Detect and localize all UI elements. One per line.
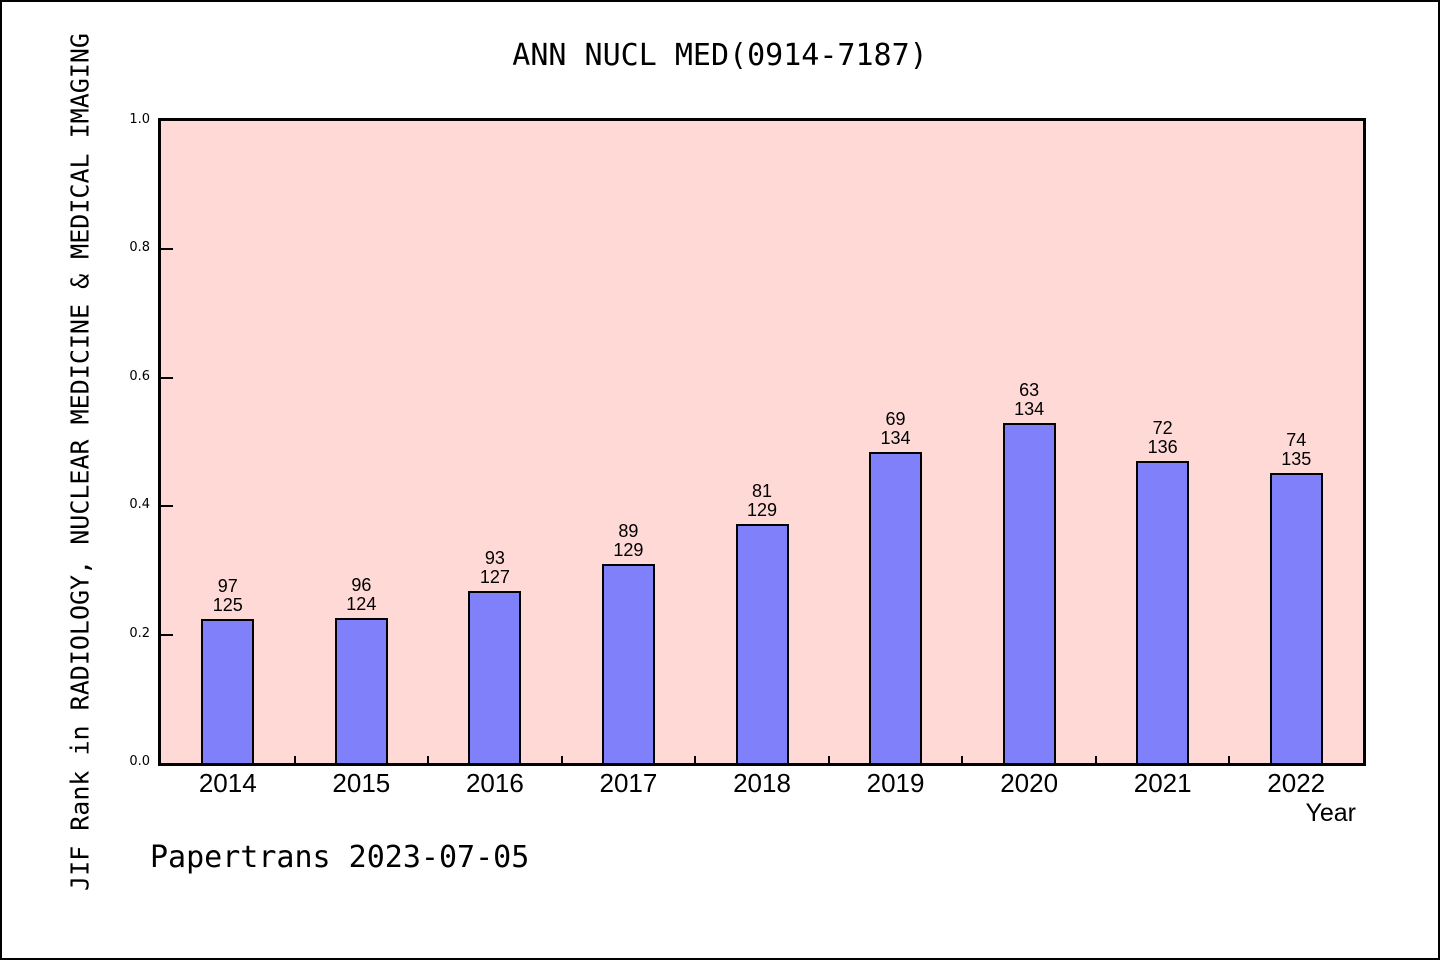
y-tick-mark <box>161 248 173 251</box>
bar-total-value: 125 <box>212 595 243 616</box>
x-tick-mark <box>293 756 296 763</box>
bar-label: 72 136 <box>1113 417 1213 457</box>
y-tick-mark <box>161 633 173 636</box>
bar-label: 69 134 <box>846 408 946 448</box>
bar-total-value: 136 <box>1147 436 1178 457</box>
y-tick-label: 0.0 <box>129 754 150 769</box>
bar <box>601 563 655 763</box>
bar-label: 97 125 <box>178 577 278 615</box>
x-tick-mark <box>560 756 563 763</box>
bar-total-value: 134 <box>1014 398 1045 419</box>
bar-rank-value: 89 <box>618 520 639 541</box>
x-tick-label: 2014 <box>198 768 257 798</box>
x-tick-label: 2017 <box>599 768 658 798</box>
y-tick-mark <box>161 376 173 379</box>
x-tick-mark <box>694 756 697 763</box>
bar <box>334 618 388 763</box>
bar-label: 74 135 <box>1246 429 1346 469</box>
y-axis-label: JIF Rank in RADIOLOGY, NUCLEAR MEDICINE … <box>65 33 95 891</box>
bar-total-value: 134 <box>880 427 911 448</box>
bar-total-value: 129 <box>613 539 644 560</box>
y-tick-label: 0.8 <box>129 240 150 256</box>
x-axis-label: Year <box>1305 799 1356 827</box>
chart-title: ANN NUCL MED(0914-7187) <box>512 38 928 73</box>
y-tick-label: 0.6 <box>129 368 150 384</box>
bar-label: 89 129 <box>578 520 678 560</box>
bar-total-value: 135 <box>1281 448 1312 469</box>
bar <box>1002 422 1056 763</box>
bar-rank-value: 81 <box>751 481 773 502</box>
bar-rank-value: 74 <box>1286 429 1307 450</box>
bar-rank-value: 96 <box>351 575 372 596</box>
x-tick-label: 2020 <box>1000 768 1059 798</box>
x-tick-label: 2021 <box>1133 768 1192 798</box>
bar <box>735 524 789 763</box>
bar-total-value: 127 <box>479 567 510 588</box>
bar <box>869 451 923 763</box>
bar-rank-value: 69 <box>885 408 906 429</box>
y-tick-label: 1.0 <box>129 112 150 127</box>
bar <box>1136 460 1190 763</box>
y-tick-label: 0.2 <box>129 625 150 641</box>
x-tick-mark <box>1094 756 1097 763</box>
bar <box>1269 472 1323 763</box>
bar <box>201 619 255 763</box>
bar-rank-value: 93 <box>484 548 505 569</box>
bar-rank-value: 72 <box>1152 417 1173 438</box>
bar-label: 63 134 <box>979 379 1079 419</box>
x-tick-mark <box>961 756 964 763</box>
x-tick-label: 2018 <box>733 768 791 798</box>
bar <box>468 591 522 763</box>
x-tick-mark <box>827 756 830 763</box>
bar-label: 96 124 <box>311 576 411 614</box>
x-tick-label: 2016 <box>465 768 524 798</box>
x-tick-mark <box>1228 756 1231 763</box>
bar-label: 81 129 <box>712 482 812 520</box>
plot-area: 97 125 96 124 93 127 89 129 81 129 69 134 63 134 72 136… <box>158 118 1366 766</box>
x-tick-label: 2022 <box>1267 768 1326 798</box>
y-tick-mark <box>161 505 173 508</box>
bar-rank-value: 97 <box>217 576 238 597</box>
bar-total-value: 129 <box>746 500 778 521</box>
y-tick-label: 0.4 <box>129 497 150 513</box>
bar-rank-value: 63 <box>1019 379 1040 400</box>
x-tick-label: 2019 <box>866 768 925 798</box>
bar-total-value: 124 <box>346 594 377 615</box>
x-tick-mark <box>427 756 430 763</box>
watermark-text: Papertrans 2023-07-05 <box>150 840 530 875</box>
bar-label: 93 127 <box>445 549 545 587</box>
x-tick-label: 2015 <box>332 768 391 798</box>
